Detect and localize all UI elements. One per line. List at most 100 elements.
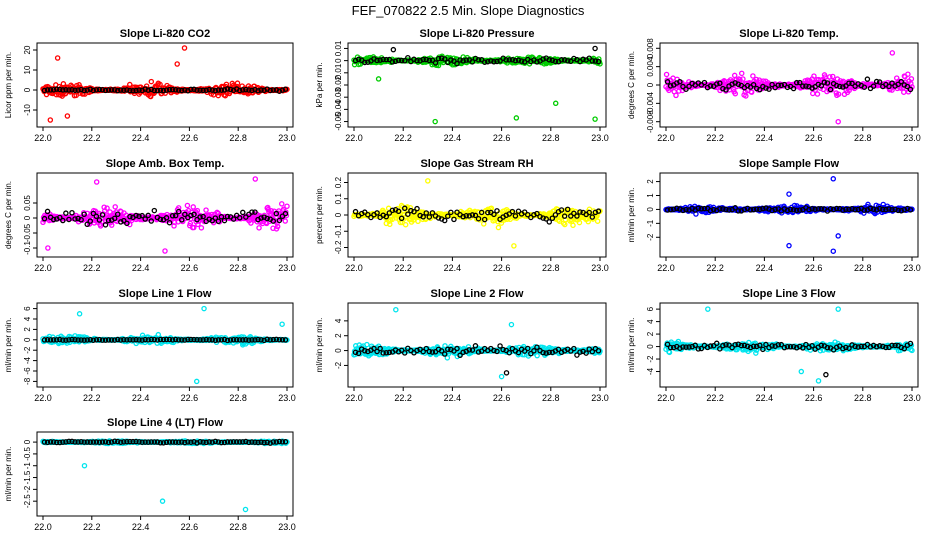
- selected-point: [843, 83, 849, 89]
- selected-point: [667, 344, 674, 351]
- selected-point: [72, 216, 78, 222]
- selected-point: [595, 58, 602, 65]
- selected-point: [723, 87, 729, 93]
- y-tick-label: -0.05: [23, 223, 32, 242]
- selected-point: [279, 87, 286, 93]
- selected-point: [760, 346, 766, 353]
- selected-point: [398, 57, 405, 64]
- selected-point: [221, 217, 228, 224]
- x-tick-label: 22.0: [34, 263, 52, 273]
- selected-point: [818, 83, 825, 89]
- selected-point: [203, 87, 209, 94]
- selected-point: [426, 57, 433, 64]
- selected-point: [133, 212, 139, 219]
- selected-point: [806, 206, 812, 213]
- selected-point: [586, 346, 592, 352]
- selected-point: [429, 57, 436, 63]
- selected-point: [485, 209, 491, 216]
- data-point: [265, 206, 272, 213]
- y-tick-label: -0.2: [334, 240, 343, 254]
- selected-point: [846, 206, 852, 213]
- data-point: [570, 222, 576, 229]
- selected-point: [84, 337, 90, 343]
- selected-point: [680, 344, 686, 350]
- data-point: [488, 205, 495, 211]
- selected-point: [787, 206, 794, 213]
- selected-point: [867, 205, 874, 212]
- selected-point: [127, 87, 133, 94]
- selected-point: [574, 213, 580, 219]
- x-tick-label: 23.0: [591, 133, 609, 143]
- selected-point: [41, 215, 48, 222]
- selected-outlier-point: [503, 370, 510, 376]
- selected-point: [438, 348, 445, 354]
- y-axis-label: kPa per min.: [315, 63, 324, 108]
- selected-point: [374, 348, 380, 355]
- y-tick-label: 6: [646, 306, 655, 311]
- x-tick-label: 22.6: [805, 263, 823, 273]
- data-point: [364, 341, 370, 348]
- selected-point: [595, 208, 602, 214]
- selected-point: [729, 344, 735, 351]
- selected-point: [276, 217, 283, 224]
- outlier-point: [45, 245, 51, 251]
- selected-point: [270, 336, 277, 343]
- selected-point: [151, 207, 158, 214]
- chart-title: Slope Gas Stream RH: [420, 158, 533, 170]
- selected-point: [858, 343, 865, 350]
- selected-point: [824, 80, 831, 86]
- x-tick-label: 22.4: [444, 133, 462, 143]
- selected-point: [93, 87, 100, 93]
- selected-point: [849, 205, 855, 212]
- selected-point: [160, 336, 167, 343]
- page-title: FEF_070822 2.5 Min. Slope Diagnostics: [352, 3, 585, 18]
- selected-point: [534, 210, 540, 217]
- selected-point: [57, 214, 63, 221]
- selected-point: [800, 83, 806, 89]
- selected-point: [769, 207, 775, 214]
- selected-point: [127, 336, 133, 343]
- selected-point: [90, 337, 97, 343]
- selected-point: [194, 216, 200, 223]
- selected-outlier-point: [592, 45, 598, 52]
- selected-point: [243, 214, 249, 220]
- selected-point: [188, 336, 194, 343]
- data-point: [419, 216, 426, 223]
- data-point: [576, 219, 583, 226]
- selected-point: [586, 209, 592, 216]
- data-point: [104, 205, 110, 211]
- selected-point: [448, 209, 454, 216]
- selected-point: [595, 347, 602, 354]
- selected-point: [249, 209, 255, 215]
- selected-point: [664, 79, 671, 85]
- selected-point: [895, 81, 901, 88]
- selected-point: [157, 216, 164, 223]
- selected-point: [157, 87, 164, 94]
- x-tick-label: 22.8: [542, 393, 560, 403]
- selected-point: [790, 85, 797, 92]
- selected-point: [136, 213, 142, 220]
- y-tick-label: 0: [23, 215, 32, 220]
- outlier-point: [786, 242, 792, 249]
- x-tick-label: 22.8: [542, 263, 560, 273]
- selected-point: [445, 346, 451, 353]
- selected-point: [233, 337, 240, 343]
- selected-point: [66, 337, 72, 343]
- selected-point: [267, 337, 273, 343]
- x-tick-label: 22.4: [756, 133, 774, 143]
- selected-point: [240, 87, 246, 93]
- selected-point: [469, 212, 476, 218]
- y-tick-label: -4: [646, 367, 655, 375]
- selected-point: [580, 56, 586, 63]
- selected-point: [395, 57, 402, 64]
- selected-point: [549, 57, 556, 64]
- selected-point: [60, 337, 66, 343]
- selected-point: [732, 342, 738, 348]
- selected-point: [886, 83, 892, 90]
- selected-point: [683, 86, 689, 92]
- selected-point: [182, 87, 188, 93]
- selected-point: [528, 214, 534, 221]
- selected-point: [524, 211, 531, 218]
- selected-point: [105, 337, 112, 343]
- selected-point: [139, 337, 145, 343]
